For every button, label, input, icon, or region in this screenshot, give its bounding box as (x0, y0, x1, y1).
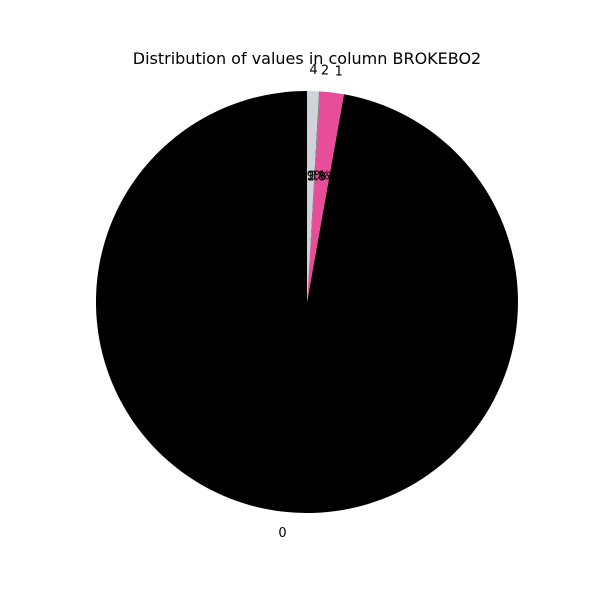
pie-percent-labels: 97.2% 1.8%0.1%0.9% (277, 168, 338, 435)
pie-slice-1 (307, 91, 344, 302)
pie-labels: 0 124 (278, 63, 343, 541)
slice-percent-1: 1.8% (307, 169, 338, 183)
slice-label-2: 2 (321, 63, 329, 78)
pie-slice-4 (307, 91, 319, 302)
pie-slice-2 (307, 91, 321, 302)
slice-label-0: 0 (278, 526, 286, 541)
slice-label-4: 4 (309, 63, 317, 78)
pie-slices (95, 90, 518, 514)
slice-percent-4: 0.9% (295, 168, 326, 182)
pie-slice-0 (95, 90, 518, 514)
slice-percent-2: 0.1% (299, 169, 330, 183)
chart-title: Distribution of values in column BROKEBO… (133, 49, 481, 68)
slice-label-1: 1 (335, 65, 343, 80)
slice-percent-0: 97.2% (277, 421, 315, 435)
